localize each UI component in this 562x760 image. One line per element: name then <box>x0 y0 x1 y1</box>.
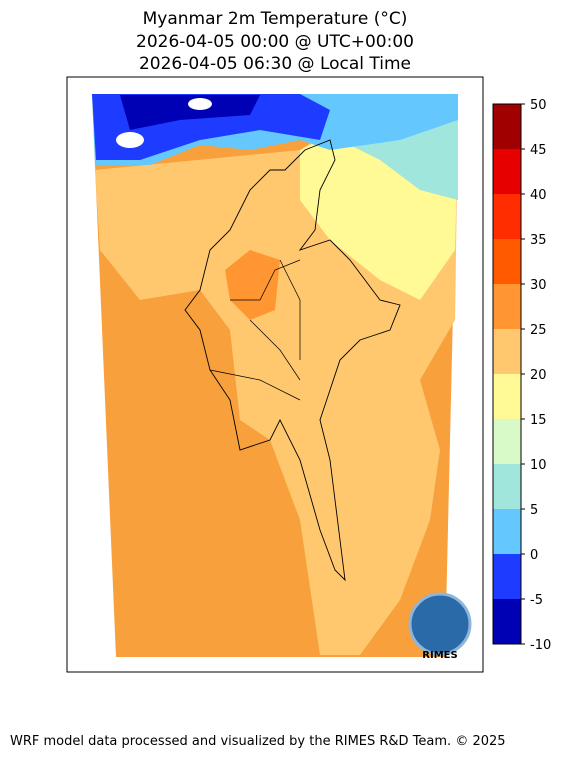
colorbar-tick-label: 50 <box>530 98 547 113</box>
colorbar-bin <box>493 104 521 149</box>
colorbar: -10 -5 0 5 10 15 20 25 30 35 40 45 50 <box>492 98 551 653</box>
colorbar-tick-label: 20 <box>530 368 547 383</box>
colorbar-bin <box>493 374 521 419</box>
colorbar-tick-label: 40 <box>530 188 547 203</box>
title-line: 2026-04-05 00:00 @ UTC+00:00 <box>136 32 414 52</box>
colorbar-tick-label: 0 <box>530 548 538 563</box>
colorbar-bin <box>493 149 521 194</box>
colorbar-tick-label: 5 <box>530 503 538 518</box>
colorbar-bin <box>493 554 521 599</box>
colorbar-bin <box>493 464 521 509</box>
colorbar-tick-label: 45 <box>530 143 547 158</box>
footer: WRF model data processed and visualized … <box>10 734 506 749</box>
colorbar-bin <box>493 284 521 329</box>
logo-text: RIMES <box>422 650 457 661</box>
country-outline <box>184 139 401 582</box>
colorbar-tick-label: 35 <box>530 233 547 248</box>
colorbar-bin <box>493 509 521 554</box>
title-line: Myanmar 2m Temperature (°C) <box>143 9 408 29</box>
colorbar-tick-label: 30 <box>530 278 547 293</box>
colorbar-bin <box>493 239 521 284</box>
colorbar-tick-label: 10 <box>530 458 547 473</box>
colorbar-bin <box>493 419 521 464</box>
temperature-field <box>92 94 458 657</box>
region-borders <box>209 259 301 401</box>
colorbar-bin <box>493 329 521 374</box>
colorbar-tick-label: 25 <box>530 323 547 338</box>
logo: RIMES <box>408 592 472 661</box>
colorbar-bin <box>493 599 521 644</box>
colorbar-tick-label: -5 <box>530 593 543 608</box>
title-line: 2026-04-05 06:30 @ Local Time <box>139 54 411 74</box>
colorbar-tick-label: -10 <box>530 638 551 653</box>
colorbar-tick-label: 15 <box>530 413 547 428</box>
colorbar-bin <box>493 194 521 239</box>
